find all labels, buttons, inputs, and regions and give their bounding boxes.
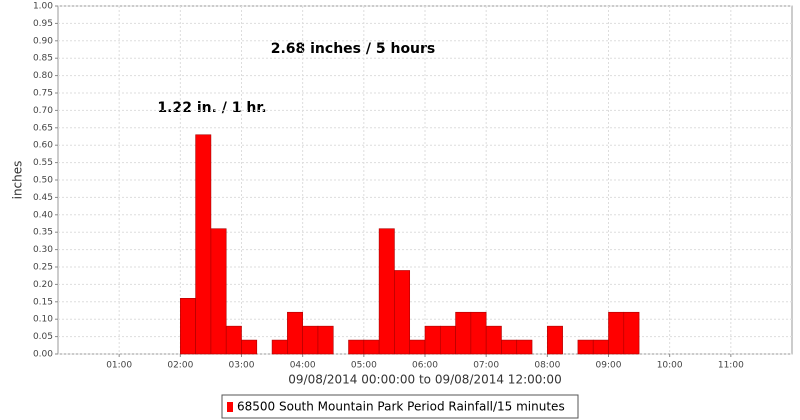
bar bbox=[348, 339, 365, 355]
bar bbox=[302, 325, 319, 355]
bar bbox=[501, 339, 518, 355]
bar bbox=[363, 339, 380, 355]
y-tick-label: 0.85 bbox=[33, 54, 53, 64]
y-axis-label: inches bbox=[11, 161, 25, 200]
x-tick-label: 02:00 bbox=[167, 361, 193, 371]
bar bbox=[271, 339, 288, 355]
bar bbox=[241, 339, 258, 355]
y-tick-label: 0.40 bbox=[33, 210, 53, 220]
bar bbox=[195, 134, 212, 355]
y-tick-label: 0.95 bbox=[33, 19, 53, 29]
bar bbox=[409, 339, 426, 355]
y-tick-label: 0.35 bbox=[33, 228, 53, 238]
bar bbox=[287, 311, 303, 355]
bar bbox=[623, 311, 640, 355]
y-tick-label: 0.15 bbox=[33, 297, 53, 307]
x-tick-label: 08:00 bbox=[534, 361, 560, 371]
y-tick-label: 0.05 bbox=[33, 332, 53, 342]
legend-box bbox=[221, 394, 579, 419]
y-tick-label: 0.45 bbox=[33, 193, 53, 203]
x-tick-label: 05:00 bbox=[351, 361, 377, 371]
y-tick-label: 0.55 bbox=[33, 158, 53, 168]
x-tick-label: 09:00 bbox=[596, 361, 622, 371]
y-tick-label: 0.65 bbox=[33, 123, 53, 133]
bar bbox=[439, 325, 456, 355]
bar bbox=[317, 325, 334, 355]
bar bbox=[394, 270, 411, 355]
y-tick-label: 0.50 bbox=[33, 176, 53, 186]
legend-label: 68500 South Mountain Park Period Rainfal… bbox=[237, 400, 565, 414]
bar bbox=[424, 325, 441, 355]
x-tick-label: 07:00 bbox=[473, 361, 499, 371]
x-tick-label: 01:00 bbox=[106, 361, 132, 371]
bar bbox=[225, 325, 242, 355]
bar bbox=[577, 339, 594, 355]
x-tick-label: 11:00 bbox=[718, 361, 744, 371]
bar bbox=[608, 311, 625, 355]
x-tick-label: 06:00 bbox=[412, 361, 438, 371]
x-axis-label: 09/08/2014 00:00:00 to 09/08/2014 12:00:… bbox=[288, 373, 561, 387]
bar bbox=[547, 325, 563, 355]
bar bbox=[470, 311, 487, 355]
annotation: 1.22 in. / 1 hr. bbox=[157, 100, 266, 116]
x-tick-label: 03:00 bbox=[229, 361, 255, 371]
bar bbox=[592, 339, 609, 355]
y-tick-label: 0.80 bbox=[33, 71, 53, 81]
y-tick-label: 0.30 bbox=[33, 245, 53, 255]
bar bbox=[516, 339, 533, 355]
y-tick-label: 0.90 bbox=[33, 36, 53, 46]
y-tick-label: 0.70 bbox=[33, 106, 53, 116]
y-tick-label: 0.75 bbox=[33, 89, 53, 99]
y-tick-label: 1.00 bbox=[33, 2, 53, 12]
x-tick-label: 04:00 bbox=[290, 361, 316, 371]
bar bbox=[485, 325, 502, 355]
bar bbox=[455, 311, 472, 355]
legend-swatch bbox=[227, 402, 233, 412]
bar bbox=[210, 228, 227, 355]
y-tick-label: 0.25 bbox=[33, 263, 53, 273]
annotation: 2.68 inches / 5 hours bbox=[271, 41, 436, 57]
y-tick-label: 0.10 bbox=[33, 315, 53, 325]
y-tick-label: 0.60 bbox=[33, 141, 53, 151]
bar bbox=[180, 298, 196, 355]
y-tick-label: 0.00 bbox=[33, 350, 53, 360]
y-tick-label: 0.20 bbox=[33, 280, 53, 290]
bar bbox=[378, 228, 395, 355]
x-tick-label: 10:00 bbox=[657, 361, 683, 371]
